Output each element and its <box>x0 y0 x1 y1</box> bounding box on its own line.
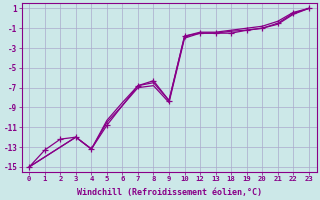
X-axis label: Windchill (Refroidissement éolien,°C): Windchill (Refroidissement éolien,°C) <box>76 188 261 197</box>
